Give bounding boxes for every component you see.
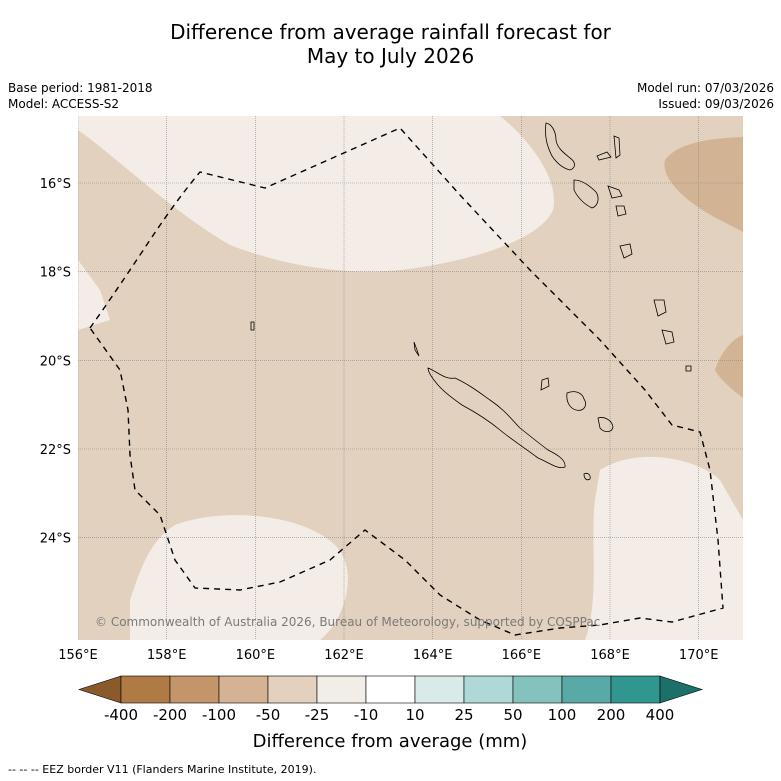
map-area [78, 116, 743, 640]
drier-zone-northeast [664, 137, 743, 232]
run-info: Model run: 07/03/2026 Issued: 09/03/2026 [637, 80, 774, 112]
copyright-credit: © Commonwealth of Australia 2026, Bureau… [95, 615, 600, 629]
issued-date: Issued: 09/03/2026 [658, 97, 774, 111]
longitude-labels: 156°E 158°E 160°E 162°E 164°E 166°E 168°E 170°E [58, 648, 718, 663]
erromango-island [619, 243, 633, 259]
isle-of-pines [583, 472, 591, 481]
pentecost-island [607, 185, 623, 199]
latitude-tick-label: 22°S [40, 443, 71, 458]
matthew-islet [685, 365, 692, 372]
colorbar-high-extension [659, 675, 703, 704]
colorbar-segment [512, 675, 563, 704]
title-line-1: Difference from average rainfall forecas… [170, 20, 611, 44]
longitude-tick-label: 164°E [413, 648, 453, 663]
colorbar-tick-label: 400 [646, 706, 675, 724]
longitude-tick-label: 168°E [590, 648, 630, 663]
longitude-tick-label: 158°E [147, 648, 187, 663]
model-name: Model: ACCESS-S2 [8, 97, 120, 111]
ambae-island [596, 151, 612, 161]
model-run-date: Model run: 07/03/2026 [636, 81, 774, 95]
near-normal-zone-west [78, 260, 110, 330]
colorbar-segment [414, 675, 465, 704]
colorbar-tick-label: -200 [153, 706, 187, 724]
colorbar-tick-label: -50 [256, 706, 281, 724]
colorbar-segment [169, 675, 220, 704]
colorbar-segment [218, 675, 269, 704]
near-normal-zone-southeast [585, 456, 743, 640]
maewo-island [613, 135, 621, 159]
belep-islet [413, 341, 420, 357]
colorbar-tick-label: 10 [405, 706, 424, 724]
colorbar-tick-label: -10 [354, 706, 379, 724]
colorbar-segment [610, 675, 661, 704]
colorbar-tick-label: 50 [503, 706, 522, 724]
longitude-tick-label: 170°E [679, 648, 719, 663]
colorbar-segment [463, 675, 514, 704]
ouvea-island [540, 377, 550, 391]
eez-border [89, 127, 724, 636]
latitude-labels: 16°S 18°S 20°S 22°S 24°S [40, 177, 71, 547]
efate-island [615, 205, 627, 217]
latitude-tick-label: 20°S [40, 354, 71, 369]
colorbar-segment [316, 675, 367, 704]
chesterfield-islet [250, 321, 255, 331]
grande-terre-island [427, 367, 566, 469]
colorbar-tick-label: -25 [305, 706, 330, 724]
colorbar-low-extension [78, 675, 122, 704]
eez-legend-note: -- -- -- EEZ border V11 (Flanders Marine… [8, 763, 317, 776]
colorbar-tick-label: 100 [548, 706, 577, 724]
colorbar-segment [120, 675, 171, 704]
model-info: Base period: 1981-2018 Model: ACCESS-S2 [8, 80, 153, 112]
near-normal-zone-north [78, 116, 555, 272]
aneityum-island [661, 329, 675, 345]
colorbar [78, 675, 703, 704]
mare-island [597, 417, 614, 433]
colorbar-segment [365, 675, 416, 704]
longitude-tick-label: 162°E [324, 648, 364, 663]
colorbar-segment [267, 675, 318, 704]
espiritu-santo-island [545, 122, 575, 171]
colorbar-tick-label: 25 [454, 706, 473, 724]
latitude-tick-label: 18°S [40, 266, 71, 281]
tanna-island [653, 299, 667, 317]
colorbar-tick-label: -400 [104, 706, 138, 724]
lifou-island [566, 391, 586, 411]
map-title: Difference from average rainfall forecas… [0, 20, 781, 68]
colorbar-tick-label: 200 [597, 706, 626, 724]
longitude-tick-label: 166°E [502, 648, 542, 663]
base-period: Base period: 1981-2018 [8, 81, 153, 95]
latitude-tick-label: 24°S [40, 532, 71, 547]
malakula-island [573, 179, 599, 209]
latitude-tick-label: 16°S [40, 177, 71, 192]
colorbar-tick-label: -100 [202, 706, 236, 724]
longitude-tick-label: 156°E [58, 648, 98, 663]
near-normal-zone-southwest [130, 515, 348, 640]
colorbar-segment [561, 675, 612, 704]
coastlines [250, 122, 692, 481]
colorbar-labels: -400 -200 -100 -50 -25 -10 10 25 50 100 200 400 [104, 706, 674, 724]
colorbar-title: Difference from average (mm) [253, 731, 528, 752]
title-line-2: May to July 2026 [306, 44, 475, 68]
drier-zone-east [715, 335, 743, 398]
longitude-tick-label: 160°E [236, 648, 276, 663]
